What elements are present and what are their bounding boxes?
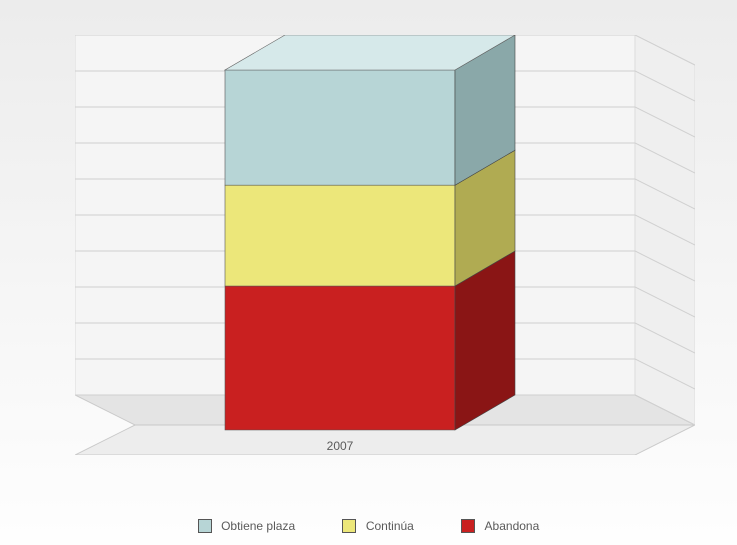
legend-label: Obtiene plaza: [221, 519, 295, 533]
legend-swatch: [461, 519, 475, 533]
x-axis-label: 2007: [327, 439, 354, 453]
legend-swatch: [198, 519, 212, 533]
legend-item-obtiene-plaza: Obtiene plaza: [198, 518, 295, 533]
stacked-bar: [225, 35, 515, 430]
legend: Obtiene plaza Continúa Abandona: [0, 518, 737, 533]
legend-label: Abandona: [485, 519, 540, 533]
plot-area: 0%10%20%30%40%50%60%70%80%90%100% 2007: [75, 35, 695, 455]
legend-swatch: [342, 519, 356, 533]
chart-svg: 0%10%20%30%40%50%60%70%80%90%100% 2007: [75, 35, 695, 455]
chart-container: 0%10%20%30%40%50%60%70%80%90%100% 2007 O…: [0, 0, 737, 545]
legend-item-continua: Continúa: [342, 518, 413, 533]
legend-item-abandona: Abandona: [461, 518, 539, 533]
legend-label: Continúa: [366, 519, 414, 533]
